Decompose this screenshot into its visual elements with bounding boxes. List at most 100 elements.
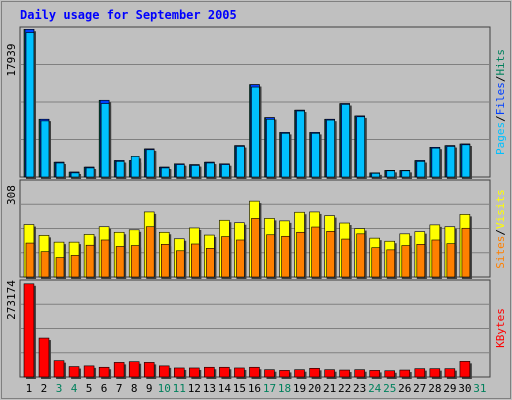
sites-bar	[55, 257, 65, 278]
kbytes-bar	[113, 362, 125, 378]
x-tick-label: 5	[86, 382, 93, 395]
legend-entry: Sites	[494, 236, 507, 269]
sites-bar	[85, 244, 95, 278]
x-tick-label: 16	[248, 382, 261, 395]
kbytes-bar	[354, 369, 365, 378]
kbytes-bar	[143, 362, 155, 378]
sites-bar	[431, 239, 441, 278]
sites-bar	[281, 235, 290, 278]
x-tick-label: 30	[458, 382, 471, 395]
labels: 17939308273174Pages/Files/HitsSites/Visi…	[5, 43, 507, 395]
sites-bar	[416, 244, 426, 278]
x-tick-label: 28	[428, 382, 441, 395]
x-tick-label: 2	[41, 382, 48, 395]
kbytes-bar	[38, 337, 50, 378]
x-tick-label: 9	[146, 382, 153, 395]
pages-bar	[401, 170, 411, 178]
sites-bar	[70, 255, 80, 278]
sites-bar	[115, 246, 125, 278]
pages-bar	[115, 161, 125, 178]
legend-entry: Pages	[494, 122, 507, 155]
x-tick-label: 26	[398, 382, 411, 395]
x-tick-label: 20	[308, 382, 321, 395]
pages-bar	[311, 132, 320, 178]
kbytes-bar	[444, 368, 456, 378]
kbytes-bar	[339, 369, 350, 378]
x-tick-label: 15	[233, 382, 246, 395]
kbytes-bar	[324, 369, 335, 378]
kbytes-bar	[128, 361, 140, 378]
kbytes-bar	[98, 366, 110, 378]
legend-entry: /	[494, 115, 507, 122]
pages-bar	[40, 120, 50, 178]
kbytes-bar	[249, 366, 260, 378]
x-tick-label: 7	[116, 382, 123, 395]
sites-bar	[176, 250, 185, 278]
sites-bar	[446, 243, 456, 278]
x-tick-label: 19	[293, 382, 306, 395]
sites-bar	[386, 249, 395, 278]
x-tick-label: 12	[188, 382, 201, 395]
sites-bar	[40, 251, 50, 278]
kbytes-bar	[384, 370, 395, 378]
x-tick-label: 18	[278, 382, 291, 395]
x-tick-label: 4	[71, 382, 78, 395]
kbytes-bar	[264, 369, 275, 378]
pages-bar	[145, 149, 155, 178]
sites-bar	[100, 239, 110, 278]
sites-bar	[160, 244, 170, 278]
pages-bar	[341, 104, 350, 178]
sites-bar	[145, 226, 155, 278]
pages-bar	[356, 116, 365, 178]
pages-bar	[416, 161, 426, 178]
pages-bar	[55, 162, 65, 178]
kbytes-bar	[219, 366, 230, 378]
pages-bar	[326, 119, 335, 178]
legend-entry: /	[494, 76, 507, 83]
x-tick-label: 13	[203, 382, 216, 395]
sites-bar	[221, 236, 230, 278]
pages-bar	[100, 103, 110, 178]
kbytes-bar	[459, 361, 471, 378]
x-tick-label: 11	[173, 382, 186, 395]
legend-entry: KBytes	[494, 308, 507, 348]
pages-bar	[85, 167, 95, 178]
kbytes-bar	[204, 366, 215, 378]
legend-text: Pages/Files/Hits	[494, 49, 507, 155]
x-tick-label: 27	[413, 382, 426, 395]
kbytes-bar	[189, 367, 200, 378]
pages-bar	[266, 118, 275, 178]
x-tick-label: 8	[131, 382, 138, 395]
kbytes-bar	[429, 368, 441, 378]
pages-bar	[251, 86, 260, 178]
pages-bar	[296, 110, 305, 178]
x-tick-label: 21	[323, 382, 336, 395]
kbytes-bar	[83, 365, 95, 378]
y-max-label: 273174	[5, 280, 18, 320]
kbytes-bar	[399, 369, 411, 378]
kbytes-bar	[174, 367, 185, 378]
kbytes-bar	[414, 368, 426, 378]
x-tick-label: 23	[353, 382, 366, 395]
kbytes-bar	[53, 360, 65, 378]
pages-bar	[176, 164, 185, 178]
pages-bar	[191, 165, 200, 178]
x-tick-label: 17	[263, 382, 276, 395]
bars	[23, 29, 472, 379]
kbytes-bar	[158, 365, 170, 378]
y-max-label: 17939	[5, 43, 18, 76]
pages-bar	[70, 172, 80, 178]
sites-bar	[130, 245, 140, 278]
x-tick-label: 31	[473, 382, 486, 395]
pages-bar	[431, 147, 441, 178]
legend-text: KBytes	[494, 308, 507, 348]
y-max-label: 308	[5, 185, 18, 205]
sites-bar	[236, 239, 245, 278]
x-tick-label: 24	[368, 382, 382, 395]
pages-bar	[461, 144, 471, 178]
sites-bar	[191, 243, 200, 278]
sites-bar	[371, 247, 380, 278]
kbytes-bar	[68, 366, 80, 378]
pages-bar	[281, 132, 290, 178]
